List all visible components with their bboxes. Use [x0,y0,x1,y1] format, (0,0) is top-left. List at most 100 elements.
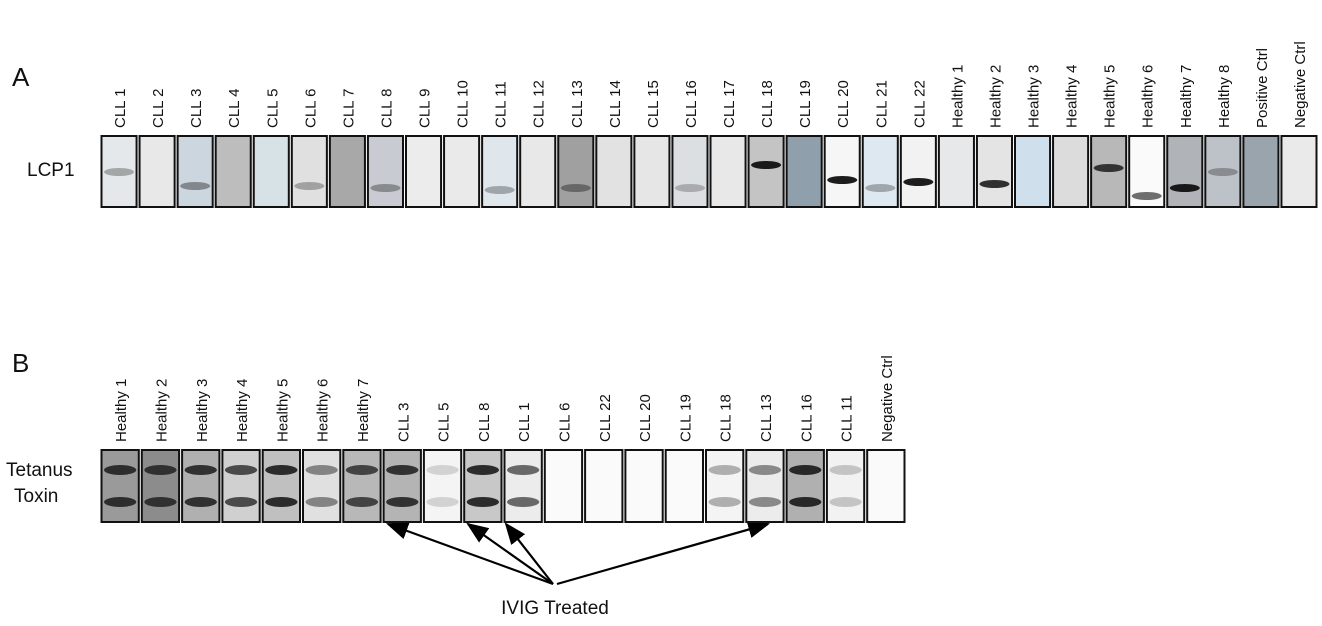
blot-lane [825,136,860,207]
band [749,465,781,475]
band [386,465,418,475]
lane-label: CLL 8 [378,89,395,128]
blot-lane [444,136,479,207]
figure: A LCP1 B Tetanus Toxin IVIG Treated CLL … [0,0,1322,621]
lane-label: CLL 18 [718,394,735,442]
band [346,497,378,507]
band [829,465,861,475]
blot-lane [178,136,213,207]
blot-lane [749,136,784,207]
lane-label: CLL 13 [758,394,775,442]
band [709,465,741,475]
lane-label: CLL 20 [835,80,852,128]
lane-label: CLL 12 [531,80,548,128]
lane-label: CLL 16 [683,80,700,128]
lane-label: Healthy 8 [1216,65,1233,128]
blot-lane [977,136,1012,207]
band [144,465,176,475]
lane-label: CLL 1 [516,403,533,442]
band [185,497,217,507]
blot-lane [330,136,365,207]
band [180,182,210,190]
band [386,497,418,507]
blot-lane [787,136,822,207]
lane-label: CLL 3 [395,403,412,442]
blot-lane [901,136,936,207]
band [749,497,781,507]
blot-lane [545,450,582,522]
band [1208,168,1238,176]
blot-lane [1243,136,1278,207]
annotation: IVIG Treated [501,598,609,619]
lane-label: Healthy 3 [1026,65,1043,128]
band [346,465,378,475]
blot-lane [368,136,403,207]
lane-label: Healthy 7 [1178,65,1195,128]
blot-lane [406,136,441,207]
lane-label: Negative Ctrl [1292,41,1309,128]
blot-lane [625,450,662,522]
blot-lane [746,450,783,522]
blot-lane [711,136,746,207]
band [185,465,217,475]
blot-lane [558,136,593,207]
band [370,184,400,192]
band [1132,192,1162,200]
lane-label: CLL 1 [112,89,129,128]
band [1094,164,1124,172]
band [979,180,1009,188]
blot-lane [292,136,327,207]
lane-label: Healthy 4 [1064,65,1081,128]
panel-label: B [12,348,29,378]
blot-lane [482,136,517,207]
lane-label: Healthy 3 [194,379,211,442]
blot-lane [827,450,864,522]
lane-label: Positive Ctrl [1254,48,1271,128]
blot-lane [222,450,259,522]
band [827,176,857,184]
band [1170,184,1200,192]
lane-label: CLL 22 [597,394,614,442]
band [265,465,297,475]
band [751,161,781,169]
band [561,184,591,192]
row-label: LCP1 [27,160,75,181]
row-label: Toxin [14,486,58,507]
blot-lane [424,450,461,522]
lane-label: CLL 7 [340,89,357,128]
blot-lane [1015,136,1050,207]
band [865,184,895,192]
band [507,465,539,475]
band [104,168,134,176]
band [789,465,821,475]
lane-label: Healthy 2 [153,379,170,442]
blot-lane [182,450,219,522]
band [294,182,324,190]
blot-lane [140,136,175,207]
blot-lane [706,450,743,522]
band [104,465,136,475]
lane-label: CLL 9 [417,89,434,128]
blot-lane [666,450,703,522]
lane-label: Healthy 4 [234,379,251,442]
blot-lane [863,136,898,207]
blot-lane [384,450,421,522]
blot-lane [672,136,707,207]
band [306,497,338,507]
band [467,497,499,507]
lane-label: CLL 20 [637,394,654,442]
lane-label: CLL 15 [645,80,662,128]
blot-lane [464,450,501,522]
lane-label: Healthy 1 [949,65,966,128]
band [485,186,515,194]
lane-label: Healthy 6 [1140,65,1157,128]
row-label: Tetanus [6,460,73,481]
band [225,497,257,507]
blot-lane [216,136,251,207]
band [829,497,861,507]
lane-label: CLL 6 [556,403,573,442]
band [265,497,297,507]
lane-label: CLL 10 [455,80,472,128]
blot-lane [254,136,289,207]
lane-label: CLL 16 [798,394,815,442]
